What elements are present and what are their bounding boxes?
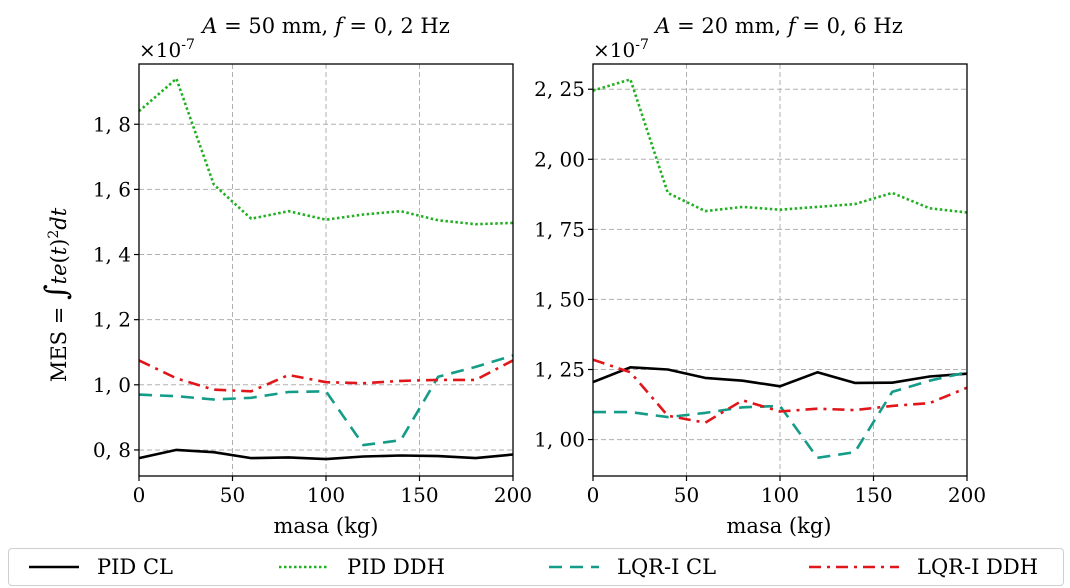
x-tick-label: 200 <box>948 483 986 507</box>
y-ticks-right: 1, 00 1, 25 1, 50 1, 75 2, 00 2, 25 <box>534 77 593 452</box>
chart-title-left: A = 50 mm, f = 0, 2 Hz <box>200 14 450 38</box>
y-scale-factor-left: ×10-7 <box>139 37 195 62</box>
legend: PID CL PID DDH LQR-I CL LQR-I DDH <box>8 548 1064 586</box>
y-tick-label: 1, 50 <box>534 287 585 311</box>
y-tick-label: 1, 4 <box>93 243 131 267</box>
series-line-pid-cl <box>138 448 514 461</box>
legend-item-lqr-i-cl: LQR-I CL <box>549 549 716 585</box>
series-line-pid-ddh <box>592 78 968 214</box>
legend-swatch-lqr-i-cl <box>549 565 599 569</box>
legend-swatch-pid-ddh <box>279 565 329 569</box>
x-tick-label: 150 <box>400 483 438 507</box>
x-tick-label: 200 <box>494 483 532 507</box>
legend-item-pid-cl: PID CL <box>29 549 173 585</box>
y-tick-label: 1, 00 <box>534 428 585 452</box>
series-line-lqr-i-ddh <box>592 358 968 425</box>
y-axis-label-left: MES = ∫te(t)2dt <box>39 207 74 382</box>
y-tick-label: 2, 00 <box>534 147 585 171</box>
y-ticks-left: 0, 8 1, 0 1, 2 1, 4 1, 6 1, 8 <box>93 112 139 462</box>
y-tick-label: 0, 8 <box>93 438 131 462</box>
legend-label-pid-ddh: PID DDH <box>347 555 445 579</box>
x-ticks-right: 0 50 100 150 200 <box>587 476 986 507</box>
x-axis-label-left: masa (kg) <box>274 514 379 538</box>
x-tick-label: 100 <box>761 483 799 507</box>
legend-label-lqr-i-cl: LQR-I CL <box>617 555 717 579</box>
x-tick-label: 100 <box>307 483 345 507</box>
series-line-pid-ddh <box>138 77 514 226</box>
series-line-pid-cl <box>592 365 968 388</box>
legend-item-lqr-i-ddh: LQR-I DDH <box>809 549 1038 585</box>
x-tick-label: 150 <box>854 483 892 507</box>
y-tick-label: 2, 25 <box>534 77 585 101</box>
chart-panel-left: 0 50 100 150 200 0, 8 1, 0 1, 2 1, 4 1, 6 1, 8 A … <box>39 14 532 538</box>
y-scale-factor-right: ×10-7 <box>593 37 649 62</box>
chart-panel-right: 0 50 100 150 200 1, 00 1, 25 1, 50 1, 75 2, 00 2,… <box>534 14 986 538</box>
grid-right <box>592 64 968 476</box>
x-tick-label: 0 <box>587 483 600 507</box>
y-tick-label: 1, 2 <box>93 308 131 332</box>
y-tick-label: 1, 75 <box>534 217 585 241</box>
series-right <box>592 78 968 460</box>
figure: 0 50 100 150 200 0, 8 1, 0 1, 2 1, 4 1, 6 1, 8 A … <box>39 14 986 538</box>
x-axis-label-right: masa (kg) <box>727 514 832 538</box>
legend-swatch-lqr-i-ddh <box>809 565 899 569</box>
y-tick-label: 1, 6 <box>93 177 131 201</box>
chart-title-right: A = 20 mm, f = 0, 6 Hz <box>653 14 903 38</box>
axes-frame-left <box>138 63 514 477</box>
legend-swatch-pid-cl <box>29 565 79 569</box>
legend-label-pid-cl: PID CL <box>97 555 173 579</box>
legend-label-lqr-i-ddh: LQR-I DDH <box>917 555 1039 579</box>
x-ticks-left: 0 50 100 150 200 <box>133 476 532 507</box>
x-tick-label: 50 <box>674 483 699 507</box>
y-tick-label: 1, 8 <box>93 112 131 136</box>
grid-left <box>138 64 514 476</box>
series-line-lqr-i-ddh <box>138 359 514 393</box>
legend-item-pid-ddh: PID DDH <box>279 549 445 585</box>
y-tick-label: 1, 25 <box>534 357 585 381</box>
x-tick-label: 50 <box>220 483 245 507</box>
series-left <box>138 77 514 461</box>
y-tick-label: 1, 0 <box>93 373 131 397</box>
axes-frame-right <box>592 63 968 477</box>
x-tick-label: 0 <box>133 483 146 507</box>
